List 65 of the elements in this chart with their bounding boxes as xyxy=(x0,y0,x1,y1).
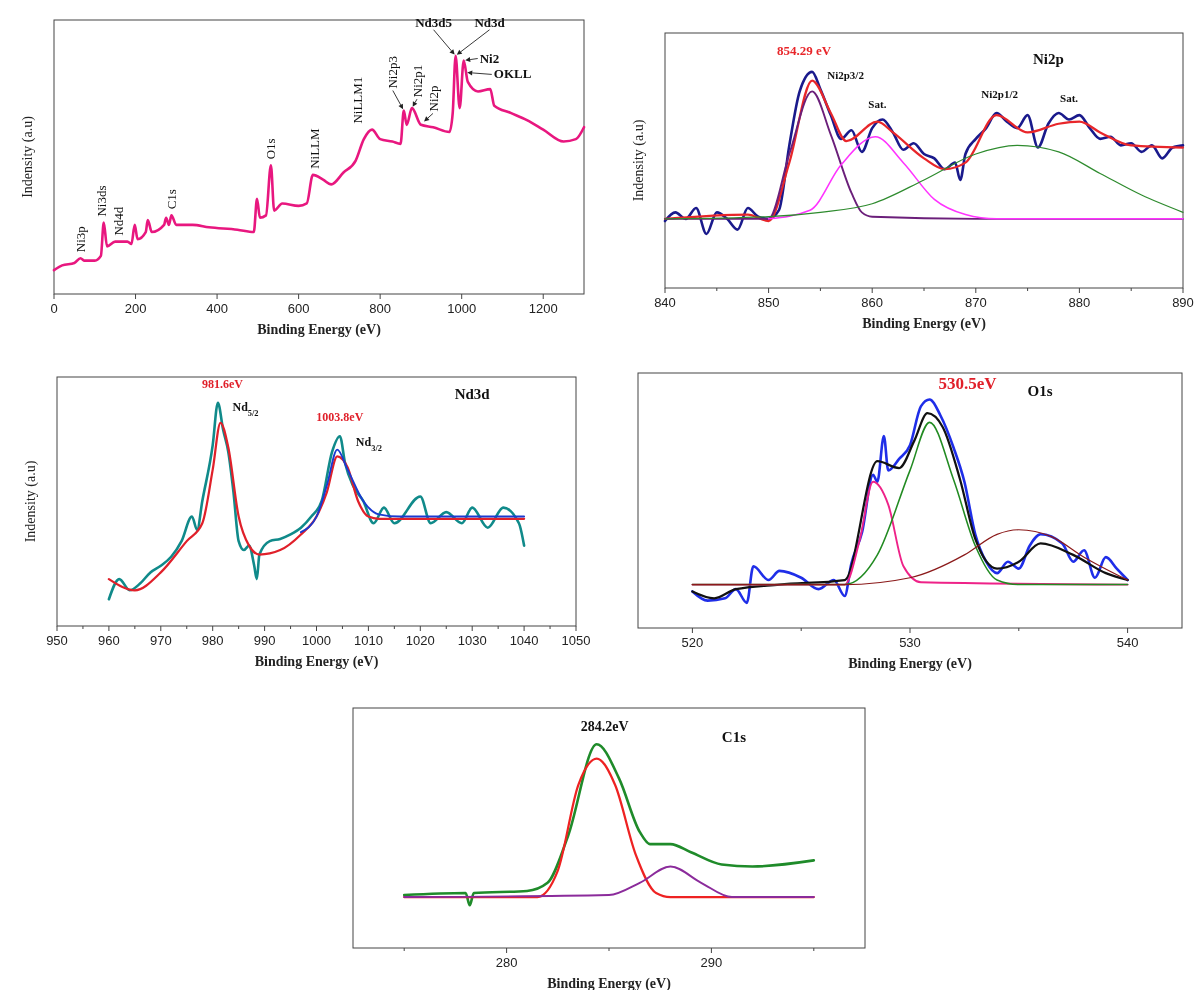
x-tick-label: 1030 xyxy=(457,633,487,648)
x-tick-label: 1050 xyxy=(561,633,591,648)
x-tick-label: 1000 xyxy=(447,301,477,316)
x-tick-label: 860 xyxy=(861,295,884,310)
x-tick-label: 990 xyxy=(253,633,276,648)
x-tick-label: 540 xyxy=(1116,635,1139,650)
annotation: OKLL xyxy=(493,66,532,82)
annotation: Ni2p1 xyxy=(409,64,425,98)
annotation: 530.5eV xyxy=(938,373,998,393)
x-tick-label: 200 xyxy=(124,301,147,316)
annotation: Nd3d xyxy=(474,14,506,30)
x-tick-label: 290 xyxy=(700,955,723,970)
x-tick-label: 870 xyxy=(964,295,987,310)
x-tick-label: 530 xyxy=(899,635,921,650)
x-tick-label: 400 xyxy=(206,301,228,316)
annotation: Nd$_{5/2}$ xyxy=(232,399,259,418)
x-tick-label: 1000 xyxy=(302,633,331,648)
annotation: C1s xyxy=(163,189,179,210)
x-tick-label: 970 xyxy=(149,633,172,648)
x-tick-label: 520 xyxy=(681,635,704,650)
annotation: Nd3d5 xyxy=(415,14,453,30)
chart-title: C1s xyxy=(721,728,747,745)
annotation: 284.2eV xyxy=(580,719,629,735)
x-tick-label: 1040 xyxy=(509,633,539,648)
x-tick-label: 840 xyxy=(654,295,676,310)
x-tick-label: 280 xyxy=(495,955,518,970)
y-axis-title: Indensity (a.u) xyxy=(20,115,36,198)
annotation: O1s xyxy=(263,138,279,160)
annotation: Ni2p3 xyxy=(385,56,401,89)
x-tick-label: 960 xyxy=(98,633,120,648)
annotation: Ni2 xyxy=(479,50,500,66)
annotation: Sat. xyxy=(1060,92,1079,105)
annotation: Ni2p xyxy=(425,85,441,112)
x-tick-label: 950 xyxy=(46,633,68,648)
chart-title: Nd3d xyxy=(454,386,491,403)
annotation: Ni2p1/2 xyxy=(981,87,1019,100)
annotation: 981.6eV xyxy=(201,376,244,391)
x-tick-label: 1020 xyxy=(405,633,435,648)
y-axis-title: Indensity (a.u) xyxy=(631,119,647,202)
y-axis-title: Indensity (a.u) xyxy=(23,460,39,543)
annotation: NiLLM1 xyxy=(350,76,366,124)
x-tick-label: 980 xyxy=(201,633,224,648)
x-tick-label: 890 xyxy=(1172,295,1194,310)
annotation: Ni2p3/2 xyxy=(827,68,865,81)
annotation: 1003.8eV xyxy=(316,410,364,425)
x-tick-label: 600 xyxy=(287,301,310,316)
x-tick-label: 850 xyxy=(757,295,780,310)
annotation: NiLLM xyxy=(307,127,323,169)
x-tick-label: 1010 xyxy=(353,633,383,648)
annotation: Sat. xyxy=(868,98,887,111)
chart-title: O1s xyxy=(1027,382,1053,399)
x-tick-label: 880 xyxy=(1068,295,1091,310)
annotation: Nd$_{3/2}$ xyxy=(355,435,382,453)
x-tick-label: 1200 xyxy=(528,301,558,316)
x-tick-label: 0 xyxy=(50,301,58,316)
chart-title: Ni2p xyxy=(1032,50,1064,67)
x-axis-title: Binding Energy (eV) xyxy=(862,316,987,332)
x-tick-label: 800 xyxy=(369,301,392,316)
x-axis-title: Binding Energy (eV) xyxy=(254,654,379,670)
annotation: Ni3ds xyxy=(94,185,110,217)
annotation: Nd4d xyxy=(110,206,126,236)
x-axis-title: Binding Energy (eV) xyxy=(848,656,973,672)
annotation: 854.29 eV xyxy=(777,42,832,58)
x-axis-title: Binding Energy (eV) xyxy=(257,322,382,338)
annotation: Ni3p xyxy=(73,226,89,253)
